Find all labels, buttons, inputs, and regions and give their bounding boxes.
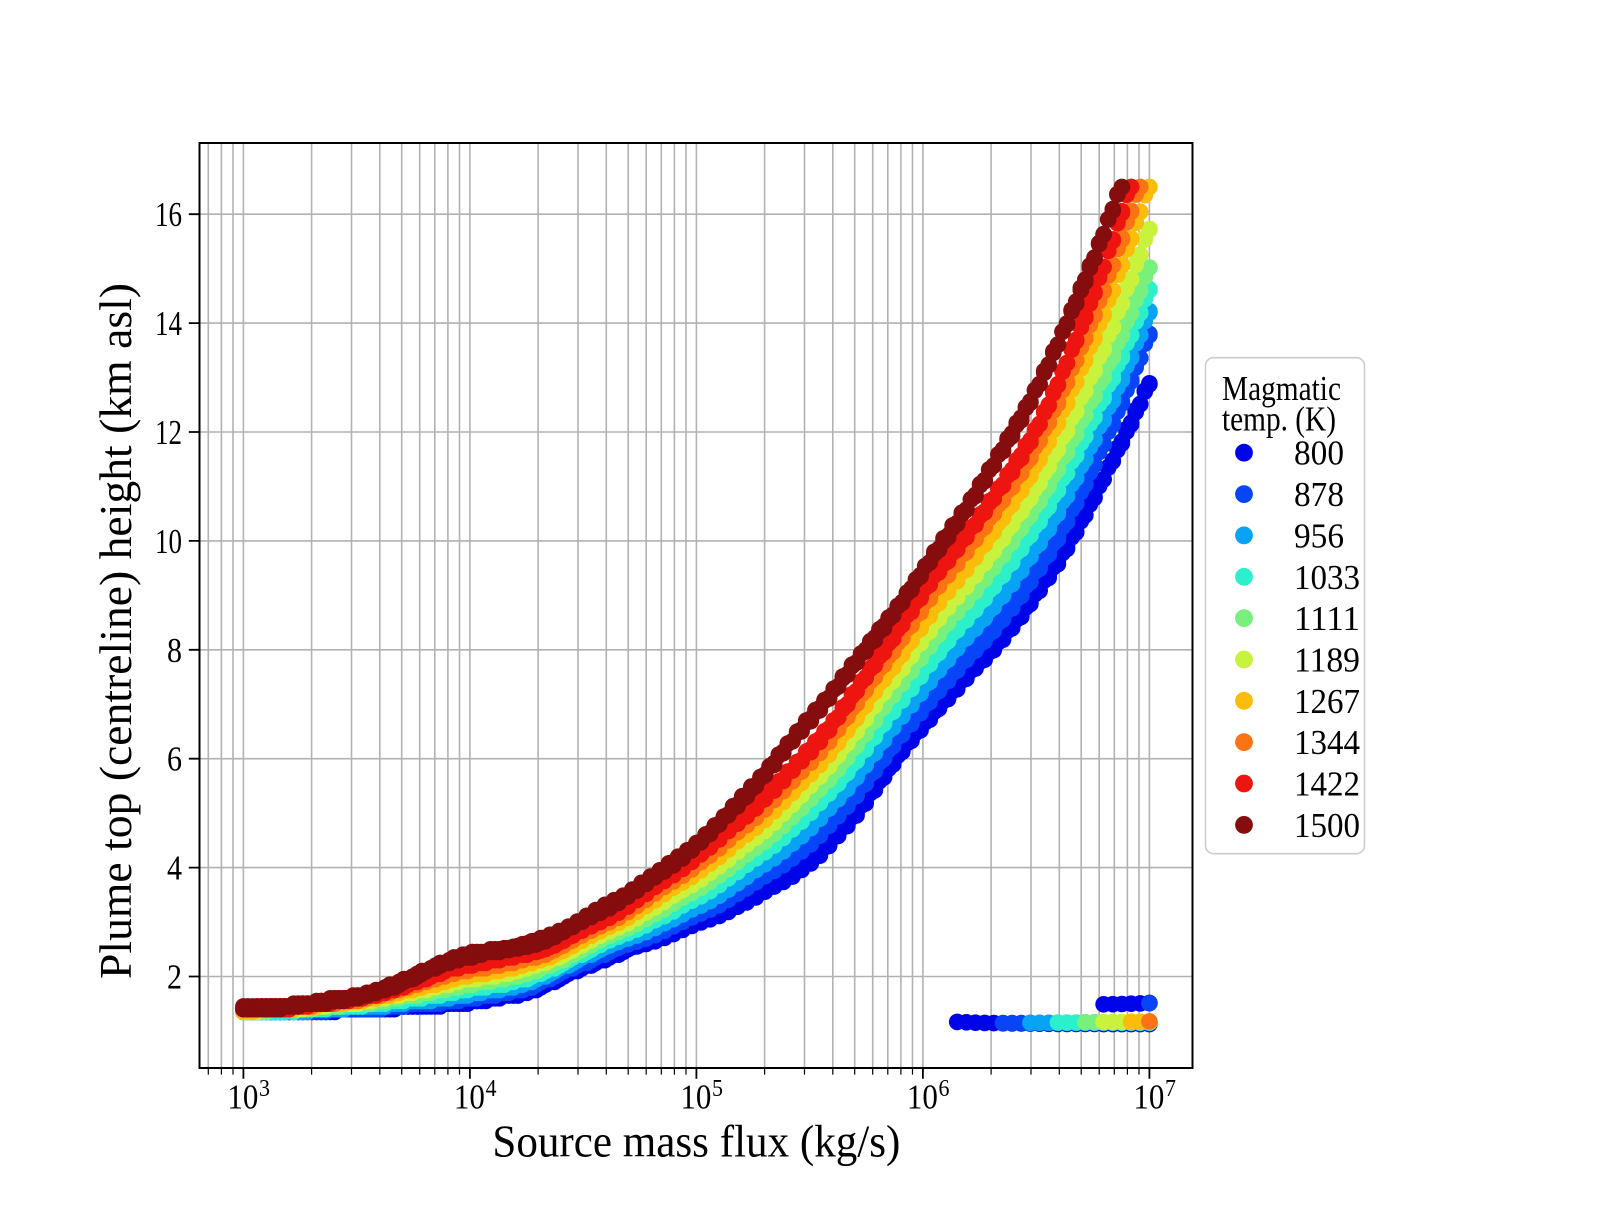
svg-text:10: 10	[454, 1077, 485, 1116]
svg-text:1267: 1267	[1294, 682, 1360, 721]
svg-text:10: 10	[227, 1077, 258, 1116]
svg-text:16: 16	[155, 195, 182, 234]
svg-text:10: 10	[1133, 1077, 1164, 1116]
svg-text:6: 6	[167, 740, 182, 779]
svg-text:6: 6	[939, 1076, 950, 1102]
svg-text:3: 3	[259, 1076, 270, 1102]
svg-text:878: 878	[1294, 475, 1344, 514]
svg-text:4: 4	[486, 1076, 497, 1102]
svg-text:1500: 1500	[1294, 806, 1360, 845]
svg-text:800: 800	[1294, 434, 1344, 473]
svg-text:2: 2	[167, 958, 182, 997]
svg-text:1033: 1033	[1294, 558, 1360, 597]
svg-text:1189: 1189	[1294, 641, 1360, 680]
svg-text:Magmatic: Magmatic	[1222, 369, 1341, 408]
svg-text:10: 10	[907, 1077, 938, 1116]
svg-text:12: 12	[155, 413, 182, 452]
svg-text:8: 8	[167, 631, 182, 670]
svg-text:10: 10	[155, 522, 182, 561]
svg-text:4: 4	[167, 849, 182, 888]
svg-text:Plume top (centreline) height: Plume top (centreline) height (km asl)	[90, 283, 141, 979]
svg-text:1344: 1344	[1294, 723, 1360, 762]
svg-text:temp. (K): temp. (K)	[1222, 400, 1336, 439]
svg-text:956: 956	[1294, 516, 1344, 555]
svg-text:Source mass flux (kg/s): Source mass flux (kg/s)	[492, 1115, 900, 1166]
svg-text:5: 5	[712, 1076, 723, 1102]
svg-text:7: 7	[1165, 1076, 1176, 1102]
svg-text:10: 10	[680, 1077, 711, 1116]
svg-text:1422: 1422	[1294, 765, 1360, 804]
svg-text:1111: 1111	[1294, 599, 1360, 638]
svg-text:14: 14	[155, 304, 182, 343]
